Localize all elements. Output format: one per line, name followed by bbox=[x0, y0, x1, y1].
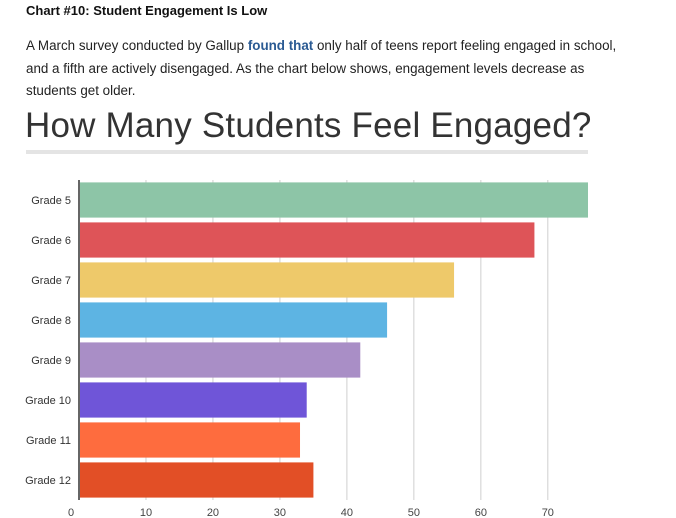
x-tick-label: 50 bbox=[408, 507, 420, 518]
article-heading: Chart #10: Student Engagement Is Low bbox=[26, 3, 268, 18]
chart-title: How Many Students Feel Engaged? bbox=[25, 106, 592, 145]
bar-grade-8 bbox=[80, 302, 388, 338]
bar-grade-12 bbox=[80, 462, 314, 498]
intro-text-start: A March survey conducted by Gallup bbox=[26, 38, 248, 53]
article-intro: A March survey conducted by Gallup found… bbox=[26, 35, 626, 103]
y-category-label: Grade 9 bbox=[31, 355, 71, 367]
y-category-label: Grade 12 bbox=[25, 475, 71, 487]
bar-grade-10 bbox=[80, 382, 307, 418]
x-tick-label: 10 bbox=[140, 507, 152, 518]
bar-grade-6 bbox=[80, 222, 535, 258]
x-tick-label: 0 bbox=[68, 507, 74, 518]
bar-grade-11 bbox=[80, 422, 301, 458]
x-tick-label: 40 bbox=[341, 507, 353, 518]
y-category-label: Grade 11 bbox=[26, 435, 71, 447]
x-tick-label: 30 bbox=[274, 507, 286, 518]
x-tick-label: 60 bbox=[475, 507, 487, 518]
y-category-label: Grade 10 bbox=[25, 395, 71, 407]
title-divider bbox=[26, 150, 588, 154]
y-category-label: Grade 7 bbox=[31, 275, 71, 287]
y-category-label: Grade 5 bbox=[31, 195, 71, 207]
x-tick-label: 70 bbox=[542, 507, 554, 518]
bar-grade-5 bbox=[80, 182, 588, 218]
bar-grade-9 bbox=[80, 342, 361, 378]
found-that-link[interactable]: found that bbox=[247, 38, 314, 53]
bar-grade-7 bbox=[80, 262, 455, 298]
y-category-label: Grade 8 bbox=[31, 315, 71, 327]
y-category-label: Grade 6 bbox=[31, 235, 71, 247]
x-tick-label: 20 bbox=[207, 507, 219, 518]
intro-text-end: only half of teens report feeling engage… bbox=[26, 38, 617, 98]
